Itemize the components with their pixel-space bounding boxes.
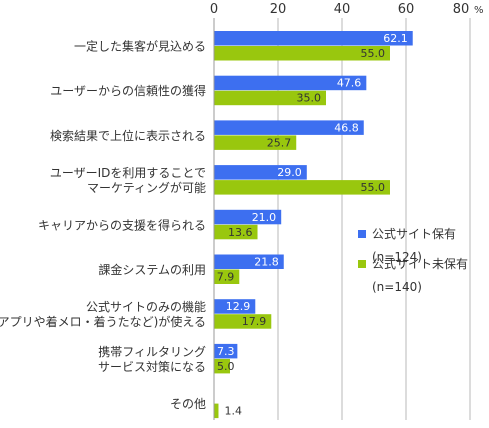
bar-no-official-site <box>214 314 272 329</box>
legend-swatch-no-official-site <box>358 260 366 268</box>
category-label: ユーザーからの信頼性の獲得 <box>50 83 206 98</box>
category-label: その他 <box>170 397 206 411</box>
x-unit-label: % <box>474 5 484 16</box>
legend-label: 公式サイト保有 <box>372 227 456 241</box>
value-label: 21.0 <box>252 211 277 224</box>
bar-official-site <box>214 31 413 46</box>
x-tick-label: 20 <box>270 2 287 17</box>
value-label: 62.1 <box>383 32 408 45</box>
legend-swatch-official-site <box>358 230 366 238</box>
bar-official-site <box>214 75 367 91</box>
x-tick-label: 80 <box>453 2 470 17</box>
value-label: 29.0 <box>277 166 302 179</box>
category-label: 公式サイトのみの機能 <box>86 299 206 314</box>
bar-no-official-site <box>214 135 297 150</box>
value-label: 21.8 <box>254 256 279 269</box>
bar-no-official-site <box>214 358 230 374</box>
category-label: ユーザーIDを利用することで <box>50 166 206 180</box>
value-label: 7.3 <box>217 345 235 358</box>
bar-official-site <box>214 165 307 180</box>
category-label: 一定した集客が見込める <box>74 39 206 54</box>
legend-sample-size: (n=140) <box>372 280 422 294</box>
bar-no-official-site <box>214 90 326 106</box>
x-tick-label: 40 <box>334 2 351 17</box>
value-label: 13.6 <box>228 226 253 239</box>
category-label: サービス対策になる <box>98 360 206 374</box>
bar-official-site <box>214 299 256 314</box>
x-tick-label: 0 <box>210 2 218 17</box>
value-label: 25.7 <box>267 136 292 149</box>
category-label: (アプリや着メロ・着うたなど)が使える <box>0 314 206 329</box>
value-label: 46.8 <box>334 121 359 134</box>
category-label: キャリアからの支援を得られる <box>38 217 206 232</box>
bar-no-official-site <box>214 403 219 419</box>
x-tick-label: 60 <box>398 2 415 17</box>
value-label: 55.0 <box>361 47 386 60</box>
value-label: 47.6 <box>337 77 362 90</box>
value-label: 12.9 <box>226 300 251 313</box>
legend-label: 公式サイト未保有 <box>372 257 468 271</box>
value-label: 5.0 <box>217 360 235 373</box>
bar-official-site <box>214 343 238 359</box>
value-label: 1.4 <box>224 405 242 418</box>
value-label: 17.9 <box>242 315 267 328</box>
bar-official-site <box>214 120 364 135</box>
value-label: 55.0 <box>361 181 386 194</box>
category-label: 検索結果で上位に表示される <box>50 128 206 143</box>
bar-no-official-site <box>214 46 390 61</box>
bar-official-site <box>214 209 282 225</box>
bar-no-official-site <box>214 269 240 284</box>
category-label: 課金システムの利用 <box>98 262 206 277</box>
category-label: 携帯フィルタリング <box>98 344 206 359</box>
bar-official-site <box>214 254 284 269</box>
value-label: 35.0 <box>297 92 322 105</box>
category-label: マーケティングが可能 <box>87 180 206 195</box>
bar-no-official-site <box>214 180 390 195</box>
bar-no-official-site <box>214 224 258 240</box>
legend-sample-size: (n=124) <box>372 250 422 264</box>
value-label: 7.9 <box>217 271 235 284</box>
